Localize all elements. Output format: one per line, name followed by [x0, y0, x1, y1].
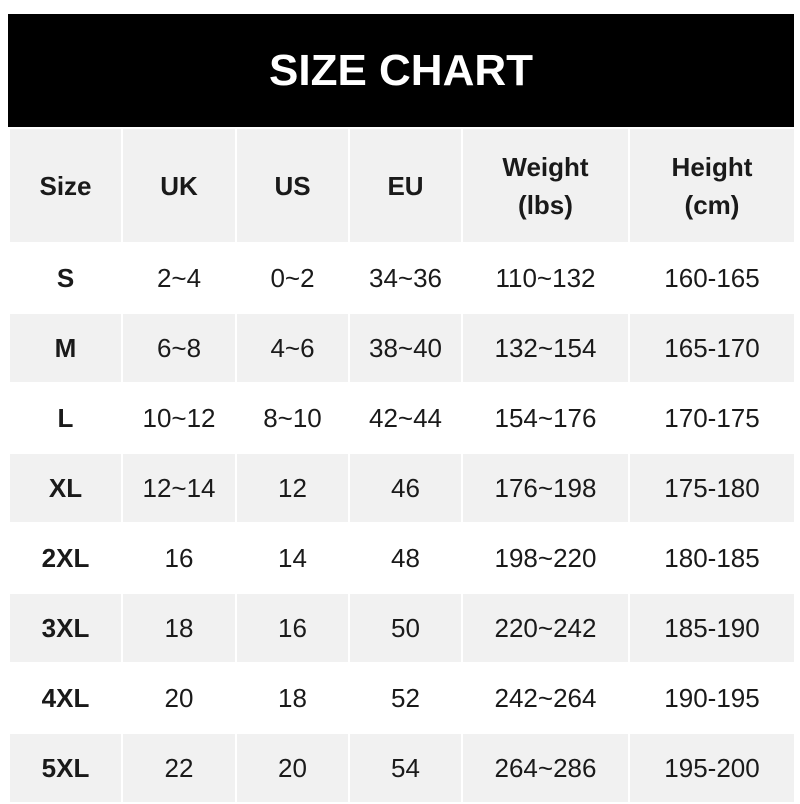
table-row: M 6~8 4~6 38~40 132~154 165-170 [8, 312, 796, 384]
cell-uk: 20 [121, 662, 237, 734]
cell-size: S [8, 242, 123, 314]
header-uk: UK [121, 127, 237, 244]
cell-size: XL [8, 452, 123, 524]
table-row: 4XL 20 18 52 242~264 190-195 [8, 662, 796, 734]
cell-size: 5XL [8, 732, 123, 804]
cell-us: 8~10 [235, 382, 350, 454]
table-row: 3XL 18 16 50 220~242 185-190 [8, 592, 796, 664]
cell-uk: 16 [121, 522, 237, 594]
cell-height: 160-165 [628, 242, 796, 314]
cell-height: 195-200 [628, 732, 796, 804]
cell-height: 165-170 [628, 312, 796, 384]
cell-size: 3XL [8, 592, 123, 664]
cell-us: 20 [235, 732, 350, 804]
cell-uk: 22 [121, 732, 237, 804]
cell-height: 190-195 [628, 662, 796, 734]
table-row: L 10~12 8~10 42~44 154~176 170-175 [8, 382, 796, 454]
cell-size: M [8, 312, 123, 384]
cell-weight: 176~198 [461, 452, 630, 524]
cell-size: L [8, 382, 123, 454]
cell-weight: 264~286 [461, 732, 630, 804]
cell-weight: 132~154 [461, 312, 630, 384]
cell-us: 0~2 [235, 242, 350, 314]
cell-eu: 46 [348, 452, 463, 524]
header-us: US [235, 127, 350, 244]
cell-weight: 110~132 [461, 242, 630, 314]
cell-size: 4XL [8, 662, 123, 734]
cell-weight: 220~242 [461, 592, 630, 664]
cell-height: 170-175 [628, 382, 796, 454]
table-row: 5XL 22 20 54 264~286 195-200 [8, 732, 796, 804]
cell-uk: 12~14 [121, 452, 237, 524]
cell-us: 16 [235, 592, 350, 664]
cell-us: 12 [235, 452, 350, 524]
cell-height: 185-190 [628, 592, 796, 664]
cell-eu: 48 [348, 522, 463, 594]
header-height: Height (cm) [628, 127, 796, 244]
cell-us: 18 [235, 662, 350, 734]
cell-eu: 42~44 [348, 382, 463, 454]
cell-weight: 242~264 [461, 662, 630, 734]
size-chart: SIZE CHART Size UK US EU Weight (lbs) Height … [8, 14, 796, 804]
cell-eu: 52 [348, 662, 463, 734]
cell-height: 175-180 [628, 452, 796, 524]
header-row: Size UK US EU Weight (lbs) Height (cm) [8, 127, 796, 244]
cell-weight: 198~220 [461, 522, 630, 594]
cell-eu: 50 [348, 592, 463, 664]
cell-eu: 34~36 [348, 242, 463, 314]
cell-eu: 54 [348, 732, 463, 804]
table-row: S 2~4 0~2 34~36 110~132 160-165 [8, 242, 796, 314]
header-weight: Weight (lbs) [461, 127, 630, 244]
chart-title: SIZE CHART [8, 14, 794, 127]
size-table: Size UK US EU Weight (lbs) Height (cm) S 2~4 0~… [8, 127, 796, 804]
cell-height: 180-185 [628, 522, 796, 594]
header-eu: EU [348, 127, 463, 244]
table-row: XL 12~14 12 46 176~198 175-180 [8, 452, 796, 524]
header-size: Size [8, 127, 123, 244]
cell-uk: 2~4 [121, 242, 237, 314]
cell-weight: 154~176 [461, 382, 630, 454]
table-row: 2XL 16 14 48 198~220 180-185 [8, 522, 796, 594]
cell-size: 2XL [8, 522, 123, 594]
cell-us: 14 [235, 522, 350, 594]
cell-uk: 6~8 [121, 312, 237, 384]
cell-eu: 38~40 [348, 312, 463, 384]
cell-us: 4~6 [235, 312, 350, 384]
cell-uk: 10~12 [121, 382, 237, 454]
cell-uk: 18 [121, 592, 237, 664]
